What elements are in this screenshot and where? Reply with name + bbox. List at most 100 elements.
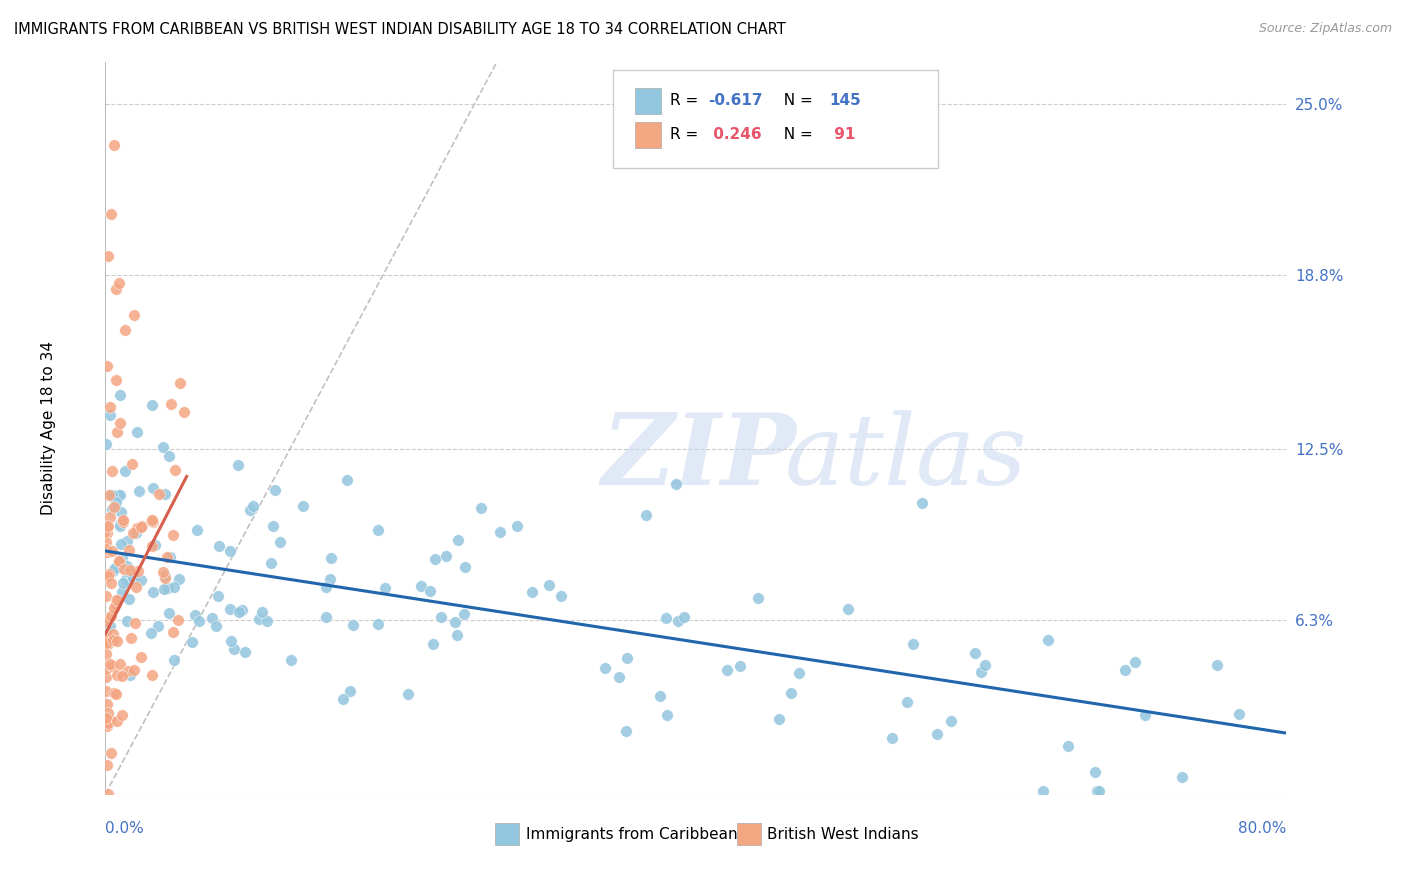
Point <box>111 708 134 723</box>
Point <box>101 564 124 578</box>
Point <box>201 610 224 624</box>
Point <box>128 484 150 499</box>
Point <box>166 613 188 627</box>
Point <box>167 572 190 586</box>
Point <box>207 589 229 603</box>
Point <box>107 592 129 607</box>
Point <box>121 457 143 471</box>
Point <box>453 607 475 622</box>
Point <box>506 518 529 533</box>
Point <box>124 664 146 678</box>
Text: 91: 91 <box>830 128 856 143</box>
Point <box>97 716 120 731</box>
Point <box>228 605 250 619</box>
Point <box>129 573 152 587</box>
Point <box>636 508 658 522</box>
Point <box>112 576 135 591</box>
Point <box>593 661 616 675</box>
Point <box>110 505 132 519</box>
Point <box>716 663 738 677</box>
Point <box>100 576 122 591</box>
Point <box>141 626 163 640</box>
Point <box>105 634 128 648</box>
Point <box>292 499 315 513</box>
Point <box>169 376 191 390</box>
Point <box>105 687 128 701</box>
Point <box>454 560 477 574</box>
Text: 80.0%: 80.0% <box>1239 821 1286 836</box>
Point <box>970 665 993 679</box>
Point <box>103 686 125 700</box>
Point <box>262 519 284 533</box>
Point <box>114 464 136 478</box>
Point <box>339 684 361 698</box>
Point <box>256 615 278 629</box>
Point <box>94 525 117 540</box>
Point <box>118 565 141 579</box>
Point <box>367 523 389 537</box>
Point <box>148 618 170 632</box>
Point <box>367 617 389 632</box>
Point <box>152 440 174 454</box>
Point <box>98 611 121 625</box>
Text: 0.246: 0.246 <box>707 128 762 143</box>
Point <box>108 519 131 533</box>
Point <box>96 519 118 533</box>
Point <box>97 487 120 501</box>
Point <box>97 787 120 801</box>
Point <box>1114 663 1136 677</box>
Point <box>446 628 468 642</box>
Point <box>654 610 676 624</box>
Point <box>96 647 118 661</box>
Point <box>264 483 287 497</box>
Point <box>104 373 127 387</box>
Point <box>218 601 240 615</box>
Point <box>173 405 195 419</box>
Text: Immigrants from Caribbean: Immigrants from Caribbean <box>526 827 738 842</box>
Point <box>419 583 441 598</box>
FancyBboxPatch shape <box>737 823 761 845</box>
Point <box>163 653 186 667</box>
Point <box>108 554 131 568</box>
Point <box>96 719 118 733</box>
Point <box>396 687 419 701</box>
Point <box>107 559 129 574</box>
Point <box>1229 706 1251 721</box>
Point <box>1036 632 1059 647</box>
Text: -0.617: -0.617 <box>707 93 762 108</box>
Point <box>550 590 572 604</box>
Point <box>118 543 141 558</box>
Point <box>103 632 125 647</box>
Point <box>141 668 163 682</box>
Point <box>115 614 138 628</box>
Point <box>374 581 396 595</box>
Point <box>94 662 117 676</box>
Point <box>941 714 963 728</box>
Point <box>142 585 165 599</box>
Point <box>250 606 273 620</box>
Point <box>489 524 512 539</box>
Text: N =: N = <box>773 128 817 143</box>
Point <box>730 658 752 673</box>
Point <box>94 437 117 451</box>
Point <box>231 603 253 617</box>
Point <box>280 653 302 667</box>
Point <box>104 282 127 296</box>
Text: R =: R = <box>671 128 703 143</box>
Point <box>342 618 364 632</box>
Point <box>315 580 337 594</box>
FancyBboxPatch shape <box>634 122 661 148</box>
Point <box>538 578 561 592</box>
Point <box>98 618 121 632</box>
Point <box>97 249 120 263</box>
Point <box>96 697 118 711</box>
Point <box>157 606 180 620</box>
Point <box>423 551 446 566</box>
Point <box>104 495 127 509</box>
Point <box>105 714 128 728</box>
Point <box>153 582 176 597</box>
Point <box>332 692 354 706</box>
Point <box>103 500 125 515</box>
Point <box>911 496 934 510</box>
Text: atlas: atlas <box>785 409 1028 505</box>
